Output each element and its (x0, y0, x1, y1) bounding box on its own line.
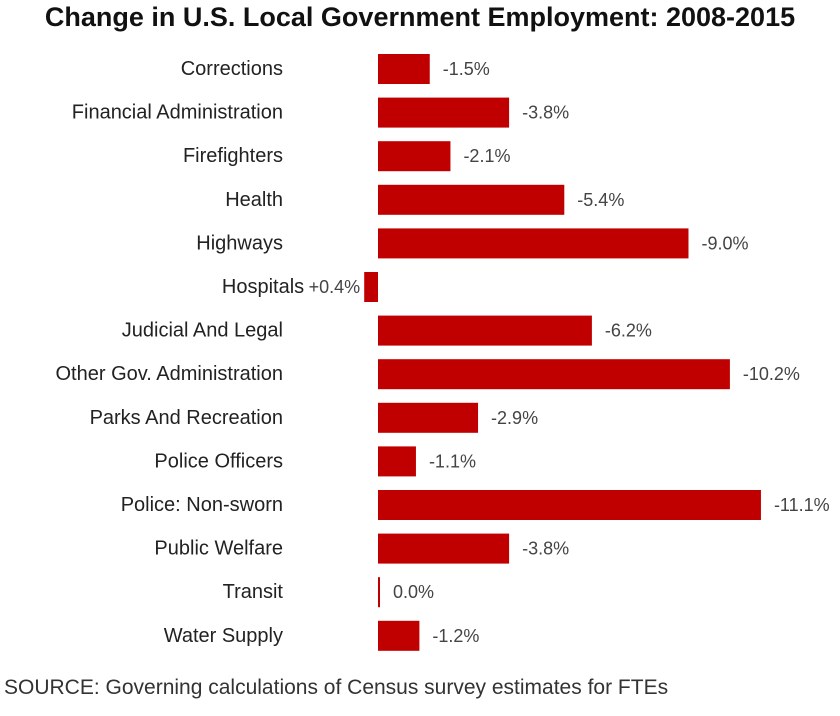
value-label: -1.1% (429, 451, 476, 471)
value-label: -6.2% (605, 321, 652, 341)
bar (378, 620, 420, 651)
category-label: Public Welfare (154, 538, 283, 560)
category-label: Health (225, 189, 283, 211)
value-label: -3.8% (522, 103, 569, 123)
value-label: -2.1% (463, 146, 510, 166)
bar (364, 272, 378, 302)
category-label: Highways (196, 232, 283, 254)
bar (378, 533, 510, 564)
value-label: -1.2% (432, 626, 479, 646)
category-label: Firefighters (183, 145, 283, 167)
bar (378, 97, 510, 128)
value-label: -9.0% (702, 233, 749, 253)
category-label: Hospitals (222, 276, 304, 298)
bar (378, 315, 592, 346)
bar (378, 184, 565, 215)
source-note: SOURCE: Governing calculations of Census… (4, 676, 669, 699)
bar (378, 54, 430, 84)
chart-title: Change in U.S. Local Government Employme… (44, 2, 796, 32)
value-label: 0.0% (393, 582, 434, 602)
bar (378, 446, 416, 477)
value-label: -2.9% (491, 408, 538, 428)
category-label: Parks And Recreation (90, 407, 283, 429)
category-label: Police: Non-sworn (121, 494, 283, 516)
category-label: Judicial And Legal (122, 320, 283, 342)
bar (378, 402, 479, 433)
value-label: -3.8% (522, 539, 569, 559)
value-label: -10.2% (743, 364, 800, 384)
category-label: Water Supply (164, 625, 283, 647)
bar (378, 141, 451, 172)
bar (378, 577, 380, 608)
category-label: Financial Administration (72, 102, 283, 124)
value-label: -5.4% (577, 190, 624, 210)
value-label: -1.5% (443, 59, 490, 79)
category-label: Other Gov. Administration (56, 363, 284, 385)
category-label: Corrections (181, 58, 283, 80)
value-label: +0.4% (309, 277, 361, 297)
bar (378, 228, 689, 259)
category-label: Transit (223, 581, 284, 603)
bar (378, 490, 761, 520)
category-label: Police Officers (154, 450, 283, 472)
bar (378, 359, 730, 390)
value-label: -11.1% (774, 495, 830, 515)
